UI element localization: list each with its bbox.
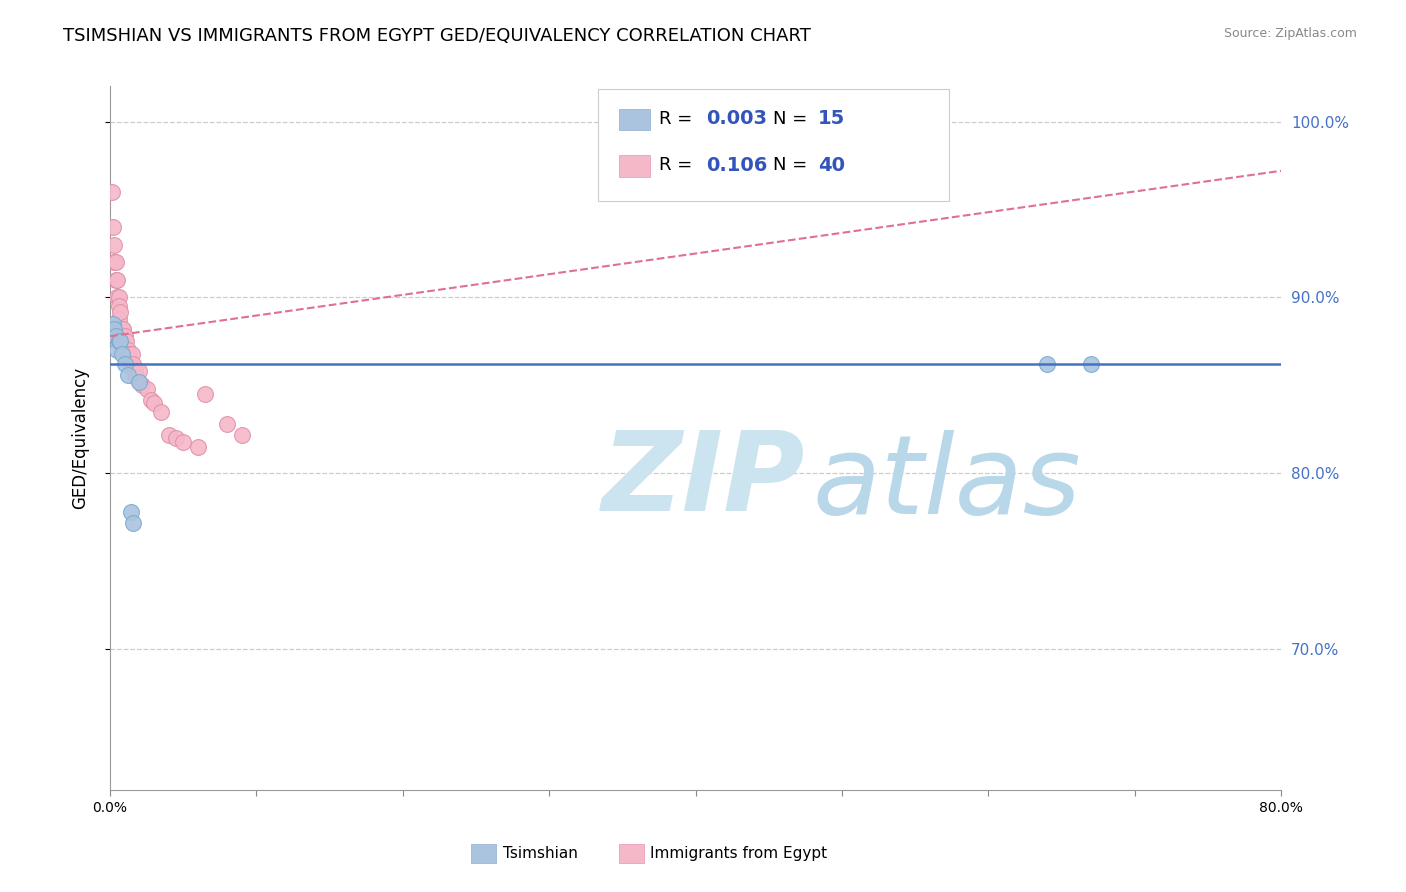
Text: R =: R =	[659, 156, 699, 174]
Point	[194, 387, 217, 401]
Point	[111, 322, 134, 336]
Text: atlas: atlas	[813, 431, 1081, 538]
Point	[105, 273, 128, 287]
Point	[108, 299, 131, 313]
Point	[100, 185, 122, 199]
Point	[108, 291, 131, 305]
Point	[112, 322, 135, 336]
Point	[110, 322, 132, 336]
Point	[115, 334, 138, 349]
Point	[1080, 357, 1102, 371]
Point	[131, 378, 153, 392]
Text: N =: N =	[773, 110, 813, 128]
Point	[105, 343, 128, 358]
Text: Tsimshian: Tsimshian	[503, 847, 578, 861]
Point	[120, 357, 142, 371]
Point	[114, 357, 136, 371]
Point	[118, 347, 141, 361]
Point	[103, 255, 125, 269]
Point	[110, 334, 132, 349]
Point	[125, 369, 148, 384]
Point	[101, 220, 124, 235]
Point	[172, 434, 194, 449]
Point	[121, 347, 143, 361]
Point	[104, 255, 127, 269]
Point	[187, 440, 209, 454]
Point	[217, 417, 239, 432]
Text: 15: 15	[818, 109, 845, 128]
Point	[104, 273, 127, 287]
Point	[139, 392, 162, 407]
Point	[105, 291, 128, 305]
Point	[103, 237, 125, 252]
Point	[157, 427, 180, 442]
Point	[108, 334, 131, 349]
Text: R =: R =	[659, 110, 699, 128]
Point	[143, 396, 166, 410]
Point	[117, 343, 139, 358]
Text: Source: ZipAtlas.com: Source: ZipAtlas.com	[1223, 27, 1357, 40]
Point	[124, 364, 146, 378]
Y-axis label: GED/Equivalency: GED/Equivalency	[72, 368, 89, 509]
Point	[104, 329, 127, 343]
Text: N =: N =	[773, 156, 813, 174]
Point	[165, 431, 187, 445]
Point	[122, 516, 145, 530]
Text: TSIMSHIAN VS IMMIGRANTS FROM EGYPT GED/EQUIVALENCY CORRELATION CHART: TSIMSHIAN VS IMMIGRANTS FROM EGYPT GED/E…	[63, 27, 811, 45]
Point	[1036, 357, 1059, 371]
Point	[114, 329, 136, 343]
Text: Immigrants from Egypt: Immigrants from Egypt	[650, 847, 827, 861]
Point	[101, 317, 124, 331]
Point	[103, 322, 125, 336]
Point	[100, 326, 122, 340]
Point	[108, 311, 131, 326]
Point	[128, 364, 150, 378]
Point	[117, 368, 139, 382]
Text: ZIP: ZIP	[602, 427, 806, 534]
Text: 0.106: 0.106	[706, 155, 768, 175]
Point	[112, 334, 135, 349]
Point	[121, 360, 143, 375]
Text: 0.003: 0.003	[706, 109, 766, 128]
Point	[110, 304, 132, 318]
Point	[128, 375, 150, 389]
Point	[111, 347, 134, 361]
Point	[231, 427, 253, 442]
Point	[150, 405, 173, 419]
Point	[120, 505, 142, 519]
Point	[135, 382, 157, 396]
Point	[122, 357, 145, 371]
Point	[114, 340, 136, 354]
Text: 40: 40	[818, 155, 845, 175]
